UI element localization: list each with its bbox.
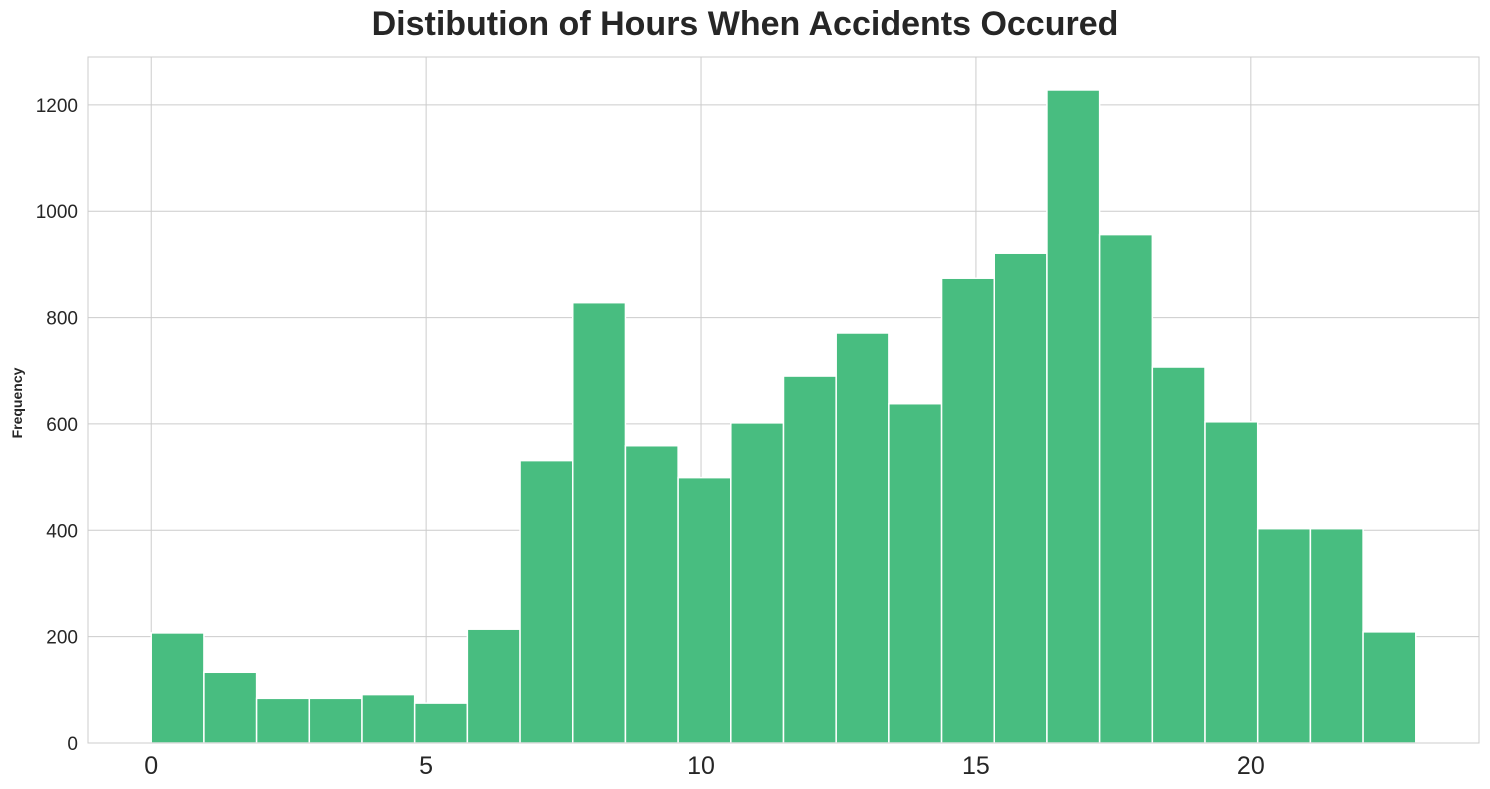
histogram-bar [677,476,732,744]
x-tick-label: 15 [962,752,990,780]
histogram-bar [888,402,943,744]
plot-frame [87,56,1480,744]
y-tick-label: 200 [46,628,78,649]
grid-lines [88,57,1479,744]
histogram-bar [1098,233,1154,744]
chart-title: Distibution of Hours When Accidents Occu… [372,5,1119,43]
x-tick-label: 20 [1237,752,1265,780]
histogram-bar [255,697,311,744]
x-tick-label: 5 [419,752,433,780]
histogram-bar [150,632,205,744]
histogram-bar [1309,527,1364,744]
histogram-bar [571,301,627,744]
histogram-bar [940,277,996,744]
histogram-bars [150,89,1417,744]
histogram-bar [730,422,785,744]
x-tick-label: 0 [144,752,158,780]
histogram-bar [519,459,574,744]
histogram-bar [624,444,679,744]
histogram-bar [1204,421,1259,744]
histogram-bar [413,702,469,744]
histogram-bar [308,697,363,744]
histogram-bar [993,252,1048,744]
y-tick-label: 600 [46,415,78,436]
y-tick-label: 1200 [36,96,78,117]
y-tick-label: 400 [46,521,78,542]
tick-labels: 0 200 400 600 800 1000 1200 0 5 10 15 20 [36,96,1265,780]
histogram-bar [835,332,890,744]
histogram-bar [1151,366,1206,744]
histogram-bar [1046,89,1101,744]
y-tick-label: 800 [46,309,78,330]
y-tick-label: 0 [67,734,78,755]
histogram-bar [361,693,416,744]
histogram-bar [782,375,837,744]
histogram-bar [1256,527,1312,744]
y-tick-label: 1000 [36,202,78,223]
histogram-bar [466,628,521,744]
y-axis-label: Frequency [9,367,25,438]
x-tick-label: 10 [687,752,715,780]
histogram-bar [1362,631,1417,744]
histogram-bar [203,671,258,744]
